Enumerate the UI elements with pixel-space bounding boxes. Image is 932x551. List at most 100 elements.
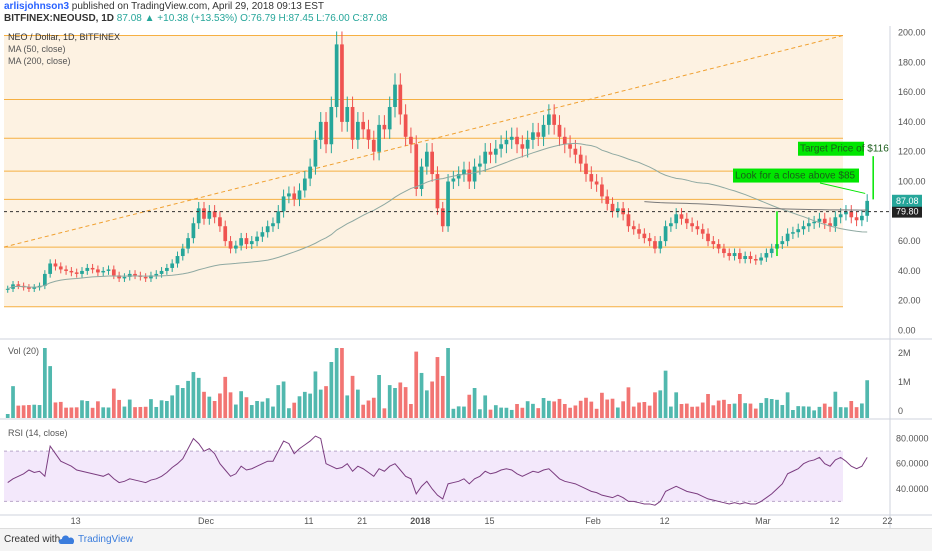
date-tick-label: 11: [304, 516, 313, 526]
candle-body: [509, 136, 514, 140]
candle: [828, 217, 832, 232]
candle-body: [456, 174, 461, 179]
tradingview-logo-text[interactable]: TradingView: [78, 534, 134, 545]
candle: [727, 248, 732, 261]
volume-bar: [96, 401, 100, 418]
candle: [865, 194, 870, 222]
target-annotation-bg: [798, 141, 864, 156]
candle: [780, 236, 785, 250]
candle: [796, 223, 801, 238]
volume-bar: [387, 385, 392, 418]
candle: [637, 223, 641, 240]
date-tick-label: 22: [882, 516, 892, 526]
candle-body: [727, 253, 732, 257]
candle-body: [472, 166, 477, 182]
candle: [520, 135, 525, 158]
volume-bar: [122, 406, 127, 418]
candle: [127, 270, 132, 281]
candle: [48, 259, 53, 278]
price-change: +10.38 (+13.53%): [157, 13, 238, 24]
candle-body: [239, 238, 244, 246]
candle: [791, 226, 795, 240]
candle-body: [594, 181, 599, 185]
rsi-band: [4, 451, 843, 502]
candle: [16, 281, 21, 290]
volume-bar: [366, 400, 371, 418]
candle: [483, 143, 488, 172]
price-chart[interactable]: 200.00180.00160.00140.00120.00100.0080.0…: [0, 26, 932, 528]
ma-50-line: [7, 142, 868, 290]
volume-bar: [334, 348, 339, 418]
candle: [499, 135, 503, 158]
candle: [578, 146, 583, 172]
candle: [833, 211, 838, 232]
volume-bar: [21, 405, 26, 418]
candle: [451, 170, 456, 189]
candle: [663, 220, 668, 247]
created-with-text: Created with: [4, 534, 61, 545]
candle-body: [366, 129, 371, 140]
rsi-title: RSI (14, close): [8, 428, 68, 438]
candle-body: [844, 211, 848, 215]
candle-body: [318, 121, 323, 140]
candle-body: [382, 124, 387, 130]
volume-bar: [637, 402, 641, 418]
candle-body: [154, 273, 159, 276]
volume-bar: [621, 401, 625, 418]
candle-body: [531, 132, 535, 140]
date-tick-label: 2018: [410, 516, 430, 526]
candle-body: [58, 266, 63, 270]
candle: [806, 217, 811, 232]
volume-bar: [138, 406, 143, 418]
candle-body: [403, 114, 408, 137]
candle: [90, 263, 95, 274]
candle-body: [393, 84, 397, 107]
candle: [860, 209, 864, 227]
candle-body: [361, 121, 366, 130]
candle: [101, 267, 106, 277]
candle-body: [271, 223, 275, 227]
volume-bar: [111, 388, 116, 418]
candle: [96, 265, 100, 277]
volume-bar: [313, 371, 318, 418]
candle-body: [85, 267, 90, 271]
price-tick-label: 0.00: [898, 326, 916, 336]
volume-bar: [557, 398, 562, 418]
candle: [695, 220, 700, 235]
candle: [817, 212, 822, 228]
candle-body: [467, 169, 472, 182]
candle: [748, 251, 753, 264]
volume-bar: [456, 406, 461, 418]
candle-body: [578, 154, 583, 164]
candle-body: [690, 223, 694, 227]
candle-body: [584, 163, 588, 175]
candle: [233, 240, 238, 254]
volume-bar: [143, 406, 148, 418]
candle: [74, 268, 79, 278]
candle: [271, 217, 275, 232]
footer: Created with TradingView: [0, 528, 932, 551]
candle-body: [568, 144, 572, 149]
candle-body: [223, 226, 228, 242]
volume-bar: [64, 407, 68, 418]
candle: [456, 166, 461, 187]
candle-body: [297, 190, 302, 200]
volume-bar: [684, 403, 689, 418]
candle-body: [398, 84, 403, 115]
volume-bar: [154, 406, 159, 418]
candle-body: [785, 233, 790, 242]
volume-bar: [844, 407, 848, 418]
candle: [812, 215, 816, 230]
price-tick-label: 40.00: [898, 266, 921, 276]
candle-body: [865, 200, 870, 216]
author-link[interactable]: arlisjohnson3: [4, 1, 70, 12]
candle: [32, 284, 37, 292]
candle: [5, 285, 10, 293]
candle-body: [615, 208, 620, 212]
candle: [854, 211, 859, 227]
candle: [313, 130, 318, 175]
candle: [350, 96, 355, 149]
volume-bar: [302, 391, 307, 418]
volume-bar: [350, 375, 355, 418]
candle-body: [679, 214, 684, 219]
